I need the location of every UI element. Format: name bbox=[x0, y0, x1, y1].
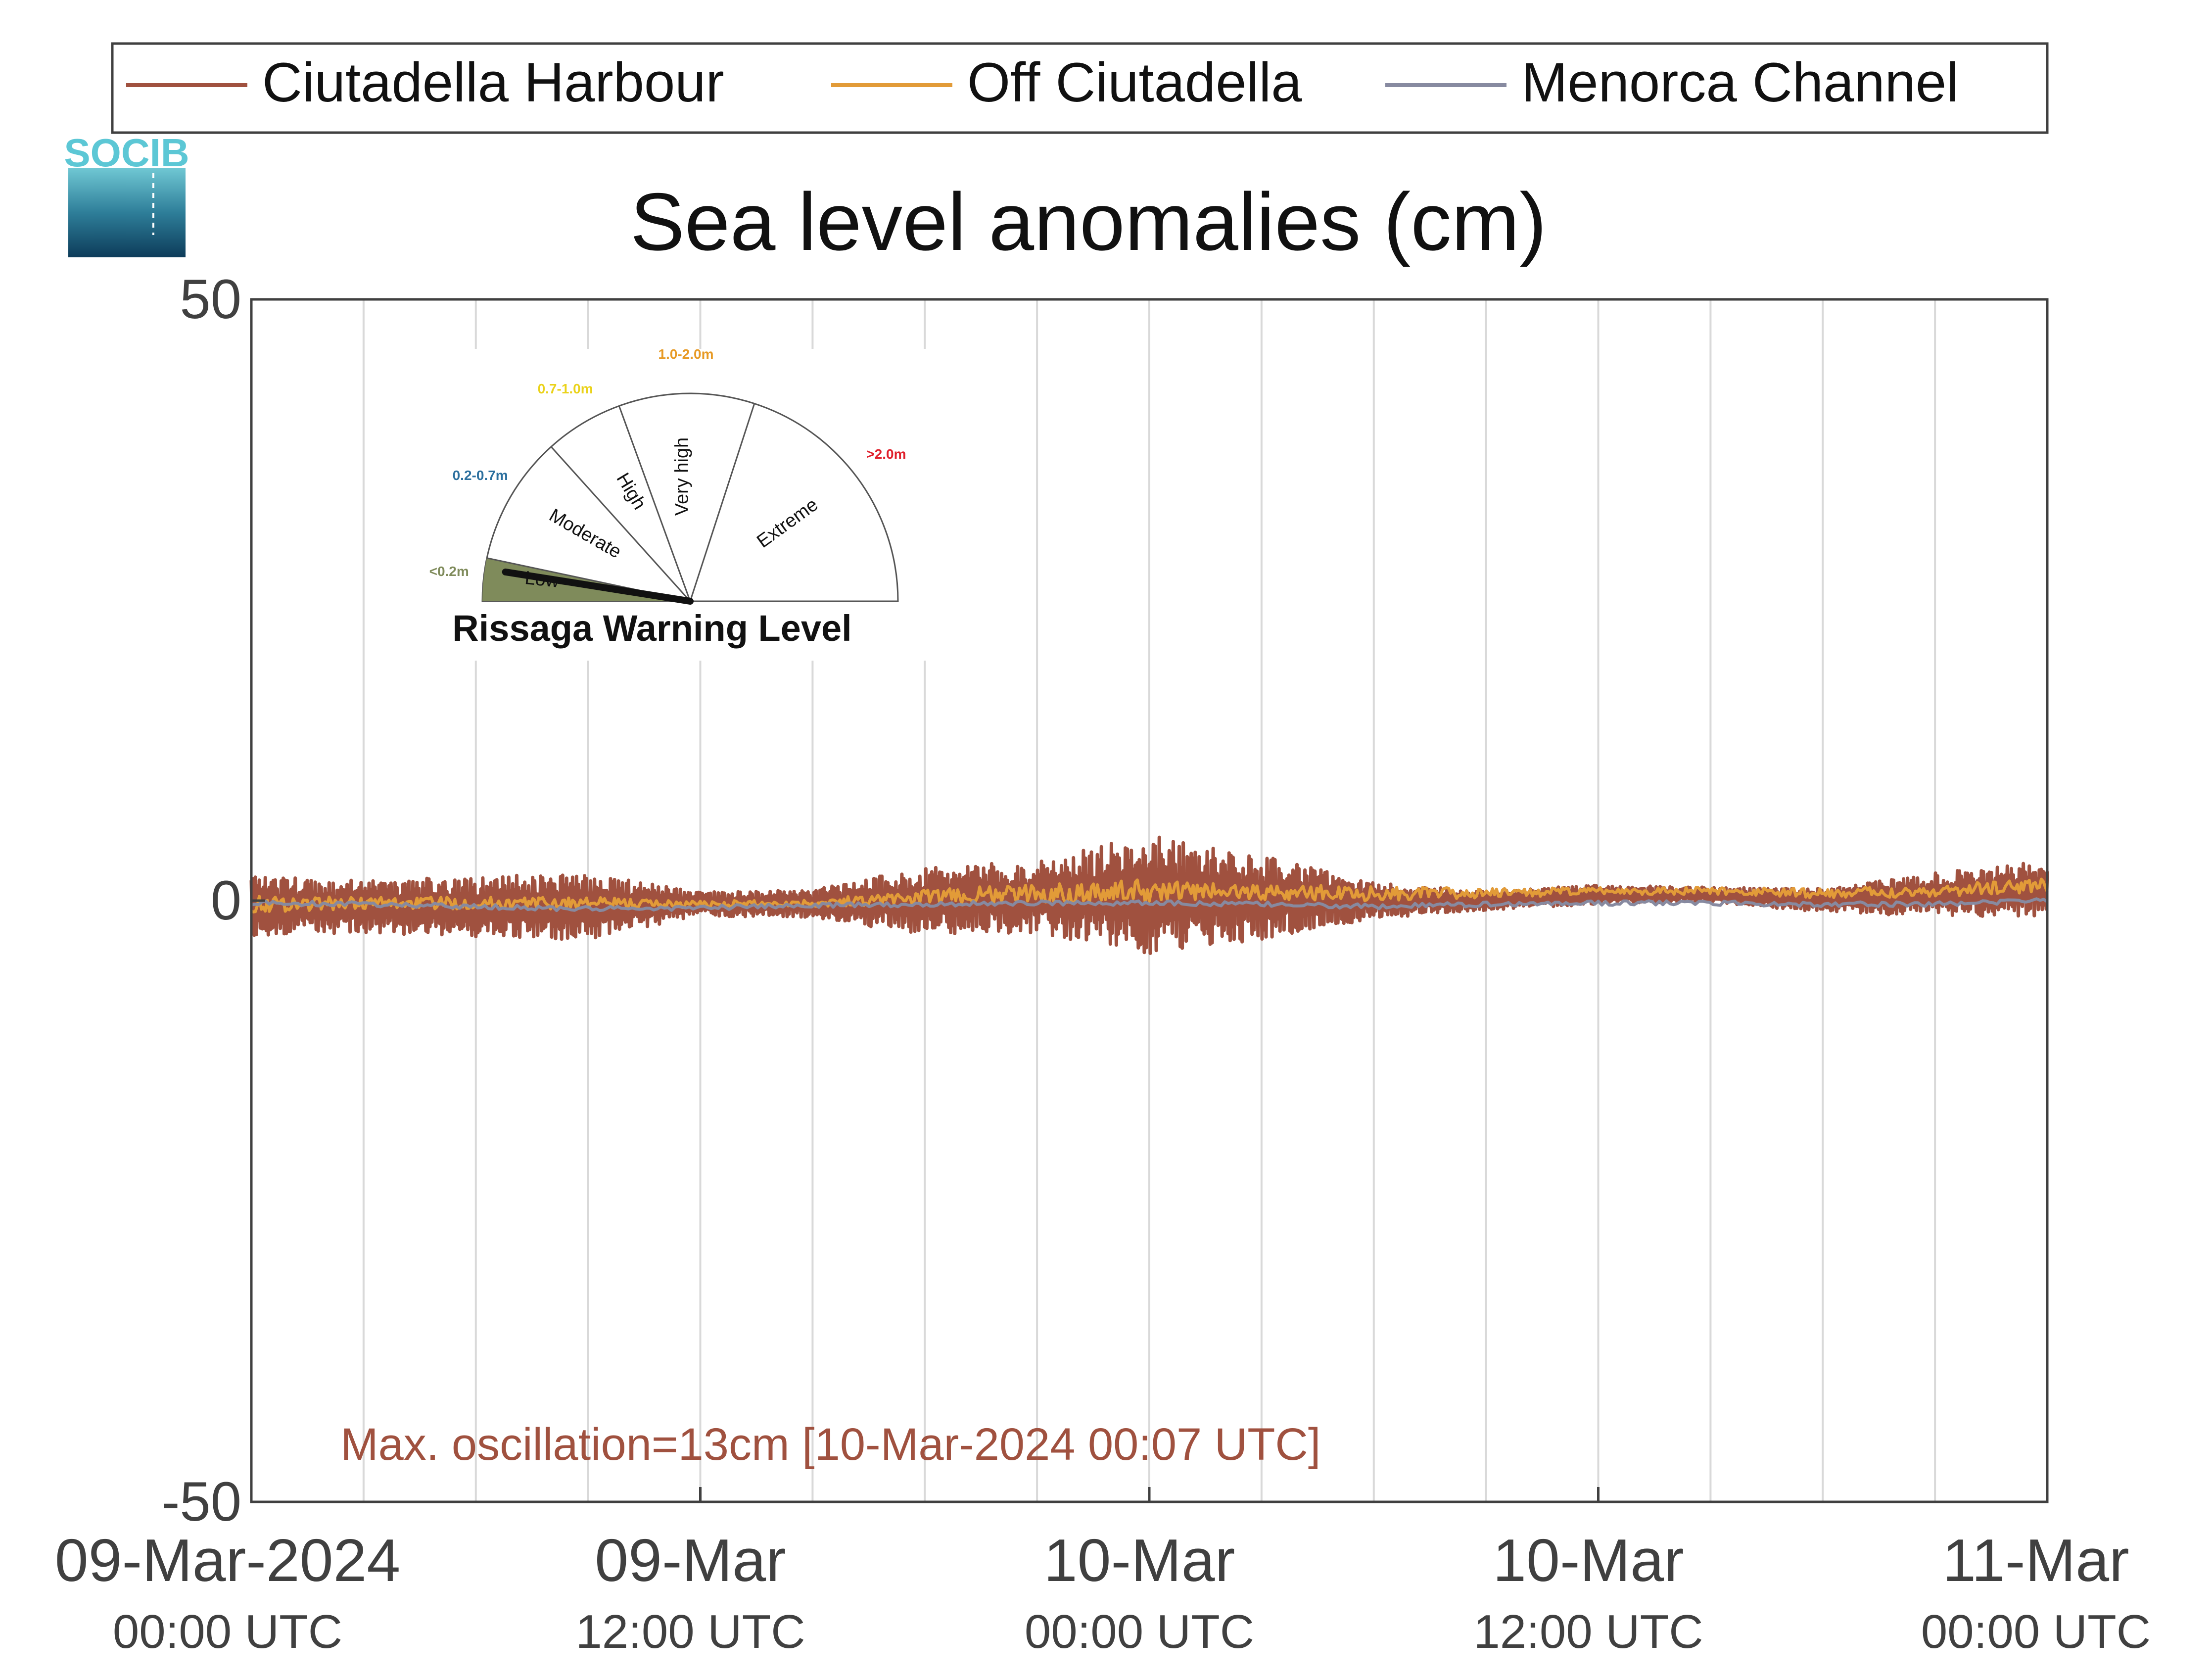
legend-label-menorca-channel: Menorca Channel bbox=[1521, 51, 1959, 113]
x-tick-label-date: 10-Mar bbox=[1044, 1527, 1235, 1594]
legend-label-off-ciutadella: Off Ciutadella bbox=[967, 51, 1302, 113]
x-tick-label-time: 00:00 UTC bbox=[1025, 1605, 1254, 1658]
rissaga-gauge: Low Moderate High Very high Extreme <0.2… bbox=[396, 346, 930, 661]
gauge-range-very-high: 1.0-2.0m bbox=[658, 346, 713, 362]
y-tick-label: 0 bbox=[211, 869, 241, 931]
gauge-range-extreme: >2.0m bbox=[866, 446, 906, 462]
x-tick-label-date: 09-Mar-2024 bbox=[55, 1527, 400, 1594]
gauge-title: Rissaga Warning Level bbox=[452, 608, 851, 649]
legend-box bbox=[111, 42, 2049, 134]
x-tick-label-date: 11-Mar bbox=[1942, 1527, 2129, 1594]
gauge-divider bbox=[550, 446, 691, 602]
gauge-outline bbox=[481, 392, 899, 602]
x-axis-ticks: 09-Mar-2024 00:00 UTC 09-Mar 12:00 UTC 10-Ma… bbox=[55, 1487, 2151, 1658]
legend: Ciutadella Harbour Off Ciutadella Menorc… bbox=[111, 42, 2049, 134]
gauge-background bbox=[396, 349, 930, 661]
socib-logo-text: SOCIB bbox=[64, 131, 189, 175]
gauge-divider bbox=[689, 403, 755, 602]
socib-logo-block bbox=[68, 168, 186, 257]
gauge-divider bbox=[618, 405, 691, 602]
y-tick-label: -50 bbox=[161, 1471, 241, 1533]
gauge-range-moderate: 0.2-0.7m bbox=[453, 468, 508, 483]
x-tick-label-date: 09-Mar bbox=[595, 1527, 786, 1594]
x-tick-label-time: 00:00 UTC bbox=[113, 1605, 342, 1658]
x-tick-label-time: 12:00 UTC bbox=[575, 1605, 805, 1658]
chart-title: Sea level anomalies (cm) bbox=[630, 176, 1547, 267]
socib-logo: SOCIB bbox=[64, 131, 189, 257]
y-tick-label: 50 bbox=[180, 268, 241, 330]
series-line-off-ciutadella bbox=[250, 877, 2049, 913]
y-axis-ticks: 50 0 -50 bbox=[161, 268, 265, 1533]
gauge-range-high: 0.7-1.0m bbox=[538, 381, 593, 396]
x-tick-label-time: 12:00 UTC bbox=[1473, 1605, 1703, 1658]
series-layer bbox=[249, 835, 2049, 955]
legend-label-ciutadella-harbour: Ciutadella Harbour bbox=[262, 51, 724, 113]
x-tick-label-date: 10-Mar bbox=[1493, 1527, 1684, 1594]
gauge-needle bbox=[502, 568, 694, 605]
series-line-menorca-channel bbox=[251, 897, 2048, 912]
x-tick-label-time: 00:00 UTC bbox=[1921, 1605, 2151, 1658]
gauge-range-low: <0.2m bbox=[429, 564, 469, 579]
max-oscillation-annotation: Max. oscillation=13cm [10-Mar-2024 00:07… bbox=[340, 1419, 1320, 1470]
gauge-sector-label-very-high: Very high bbox=[672, 437, 693, 516]
